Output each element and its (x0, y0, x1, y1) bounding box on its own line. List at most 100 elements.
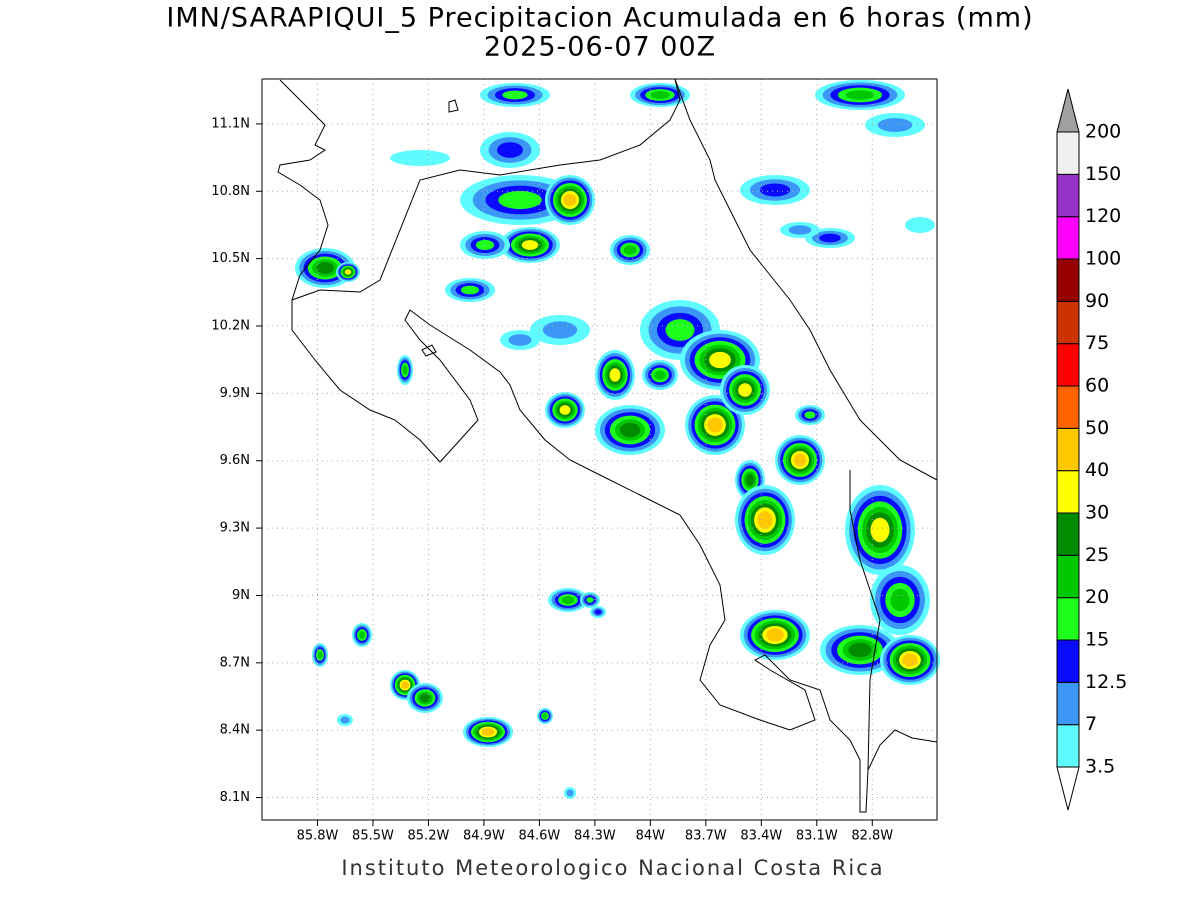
precipitation-field (295, 80, 940, 799)
precip-cell (317, 651, 323, 659)
y-tick-label: 10.5N (211, 251, 250, 266)
y-tick-label: 9.3N (220, 521, 250, 536)
x-tick-label: 85.8W (297, 829, 339, 844)
precip-cell (766, 628, 784, 642)
x-tick-label: 82.8W (851, 829, 893, 844)
coastlines (277, 78, 938, 813)
precip-cell (619, 422, 641, 438)
y-tick-label: 8.7N (220, 655, 250, 670)
precip-cell (497, 142, 523, 158)
colorbar-segment (1056, 512, 1080, 556)
precip-cell (358, 631, 366, 639)
precip-cell (586, 597, 594, 603)
colorbar-segment (1056, 173, 1080, 218)
colorbar-label: 3.5 (1085, 756, 1115, 778)
y-tick-label: 11.1N (211, 116, 250, 131)
colorbar-over (1056, 88, 1080, 133)
precip-cell (757, 511, 773, 529)
x-tick-label: 85.2W (408, 829, 450, 844)
subtitle: 2025-06-07 00Z (484, 32, 716, 63)
precip-cell (845, 90, 875, 100)
precip-cell (542, 713, 548, 719)
colorbar-label: 25 (1085, 544, 1109, 566)
lake (421, 99, 459, 357)
colorbar-segment (1056, 470, 1080, 514)
precip-cell (654, 370, 666, 380)
colorbar-label: 150 (1085, 163, 1121, 185)
y-tick-label: 8.4N (220, 723, 250, 738)
precip-cell (650, 91, 670, 99)
colorbar-label: 40 (1085, 459, 1109, 481)
precip-cell (870, 517, 890, 543)
precip-cell (419, 693, 431, 703)
precip-cell (390, 150, 450, 166)
y-tick-label: 9N (232, 588, 250, 603)
precip-cell (819, 233, 841, 243)
y-tick-label: 10.2N (211, 319, 250, 334)
colorbar-label: 12.5 (1085, 671, 1127, 693)
precip-cell (542, 321, 578, 339)
precip-cell (905, 217, 935, 233)
precip-cell (561, 596, 575, 604)
precip-cell (563, 193, 577, 207)
precip-cell (665, 319, 695, 341)
precip-cell (460, 285, 480, 295)
precip-cell (759, 183, 791, 197)
y-tick-label: 9.9N (220, 386, 250, 401)
precip-cell (475, 239, 495, 251)
colorbar-label: 7 (1085, 713, 1097, 735)
footer: Instituto Meteorologico Nacional Costa R… (341, 856, 884, 880)
precip-cell (402, 365, 408, 375)
colorbar-segment (1056, 427, 1080, 472)
grid (262, 79, 937, 820)
border-panama (849, 470, 881, 771)
colorbar-label: 20 (1085, 586, 1109, 608)
coastline (277, 79, 938, 813)
colorbar-segment (1056, 554, 1080, 599)
precip-cell (316, 262, 334, 274)
colorbar-segment (1056, 343, 1080, 387)
colorbar-label: 90 (1085, 290, 1109, 312)
axes: 85.8W 85.5W 85.2W 84.9W 84.6W 84.3W 84W 83.7W 83… (211, 116, 893, 843)
precip-cell (344, 269, 352, 275)
x-tick-label: 84W (636, 829, 666, 844)
colorbar: 3.5 7 12.5 15 20 25 30 40 50 60 75 90 100 120 150 200 (1056, 88, 1127, 811)
precip-cell (848, 642, 872, 658)
colorbar-label: 200 (1085, 121, 1121, 143)
y-tick-label: 10.8N (211, 184, 250, 199)
border-nicaragua (291, 78, 681, 301)
x-tick-label: 83.1W (796, 829, 838, 844)
precip-cell (401, 681, 409, 689)
title: IMN/SARAPIQUI_5 Precipitacion Acumulada … (166, 3, 1033, 34)
colorbar-segment (1056, 131, 1080, 175)
x-tick-label: 83.4W (740, 829, 782, 844)
colorbar-label: 120 (1085, 205, 1121, 227)
colorbar-segment (1056, 216, 1080, 260)
precip-cell (594, 609, 602, 615)
precip-cell (877, 118, 913, 132)
x-tick-label: 84.6W (518, 829, 560, 844)
y-tick-label: 9.6N (220, 453, 250, 468)
y-tick-label: 8.1N (220, 790, 250, 805)
x-tick-label: 85.5W (352, 829, 394, 844)
precip-cell (745, 474, 755, 486)
x-tick-label: 84.9W (463, 829, 505, 844)
caribbean-coast (674, 78, 938, 481)
precip-cell (623, 245, 637, 255)
precip-cell (707, 417, 723, 433)
x-tick-label: 84.3W (574, 829, 616, 844)
precip-cell (890, 588, 910, 612)
precip-cell (788, 225, 812, 235)
precip-cell (498, 190, 542, 210)
precip-cell (502, 90, 528, 100)
colorbar-under (1056, 766, 1080, 811)
precip-cell (508, 334, 532, 346)
precip-cell (609, 368, 621, 382)
colorbar-label: 100 (1085, 248, 1121, 270)
precip-cell (559, 405, 571, 415)
precip-cell (566, 789, 574, 797)
precip-cell (804, 411, 816, 419)
precip-cell (340, 716, 350, 724)
colorbar-label: 75 (1085, 332, 1109, 354)
